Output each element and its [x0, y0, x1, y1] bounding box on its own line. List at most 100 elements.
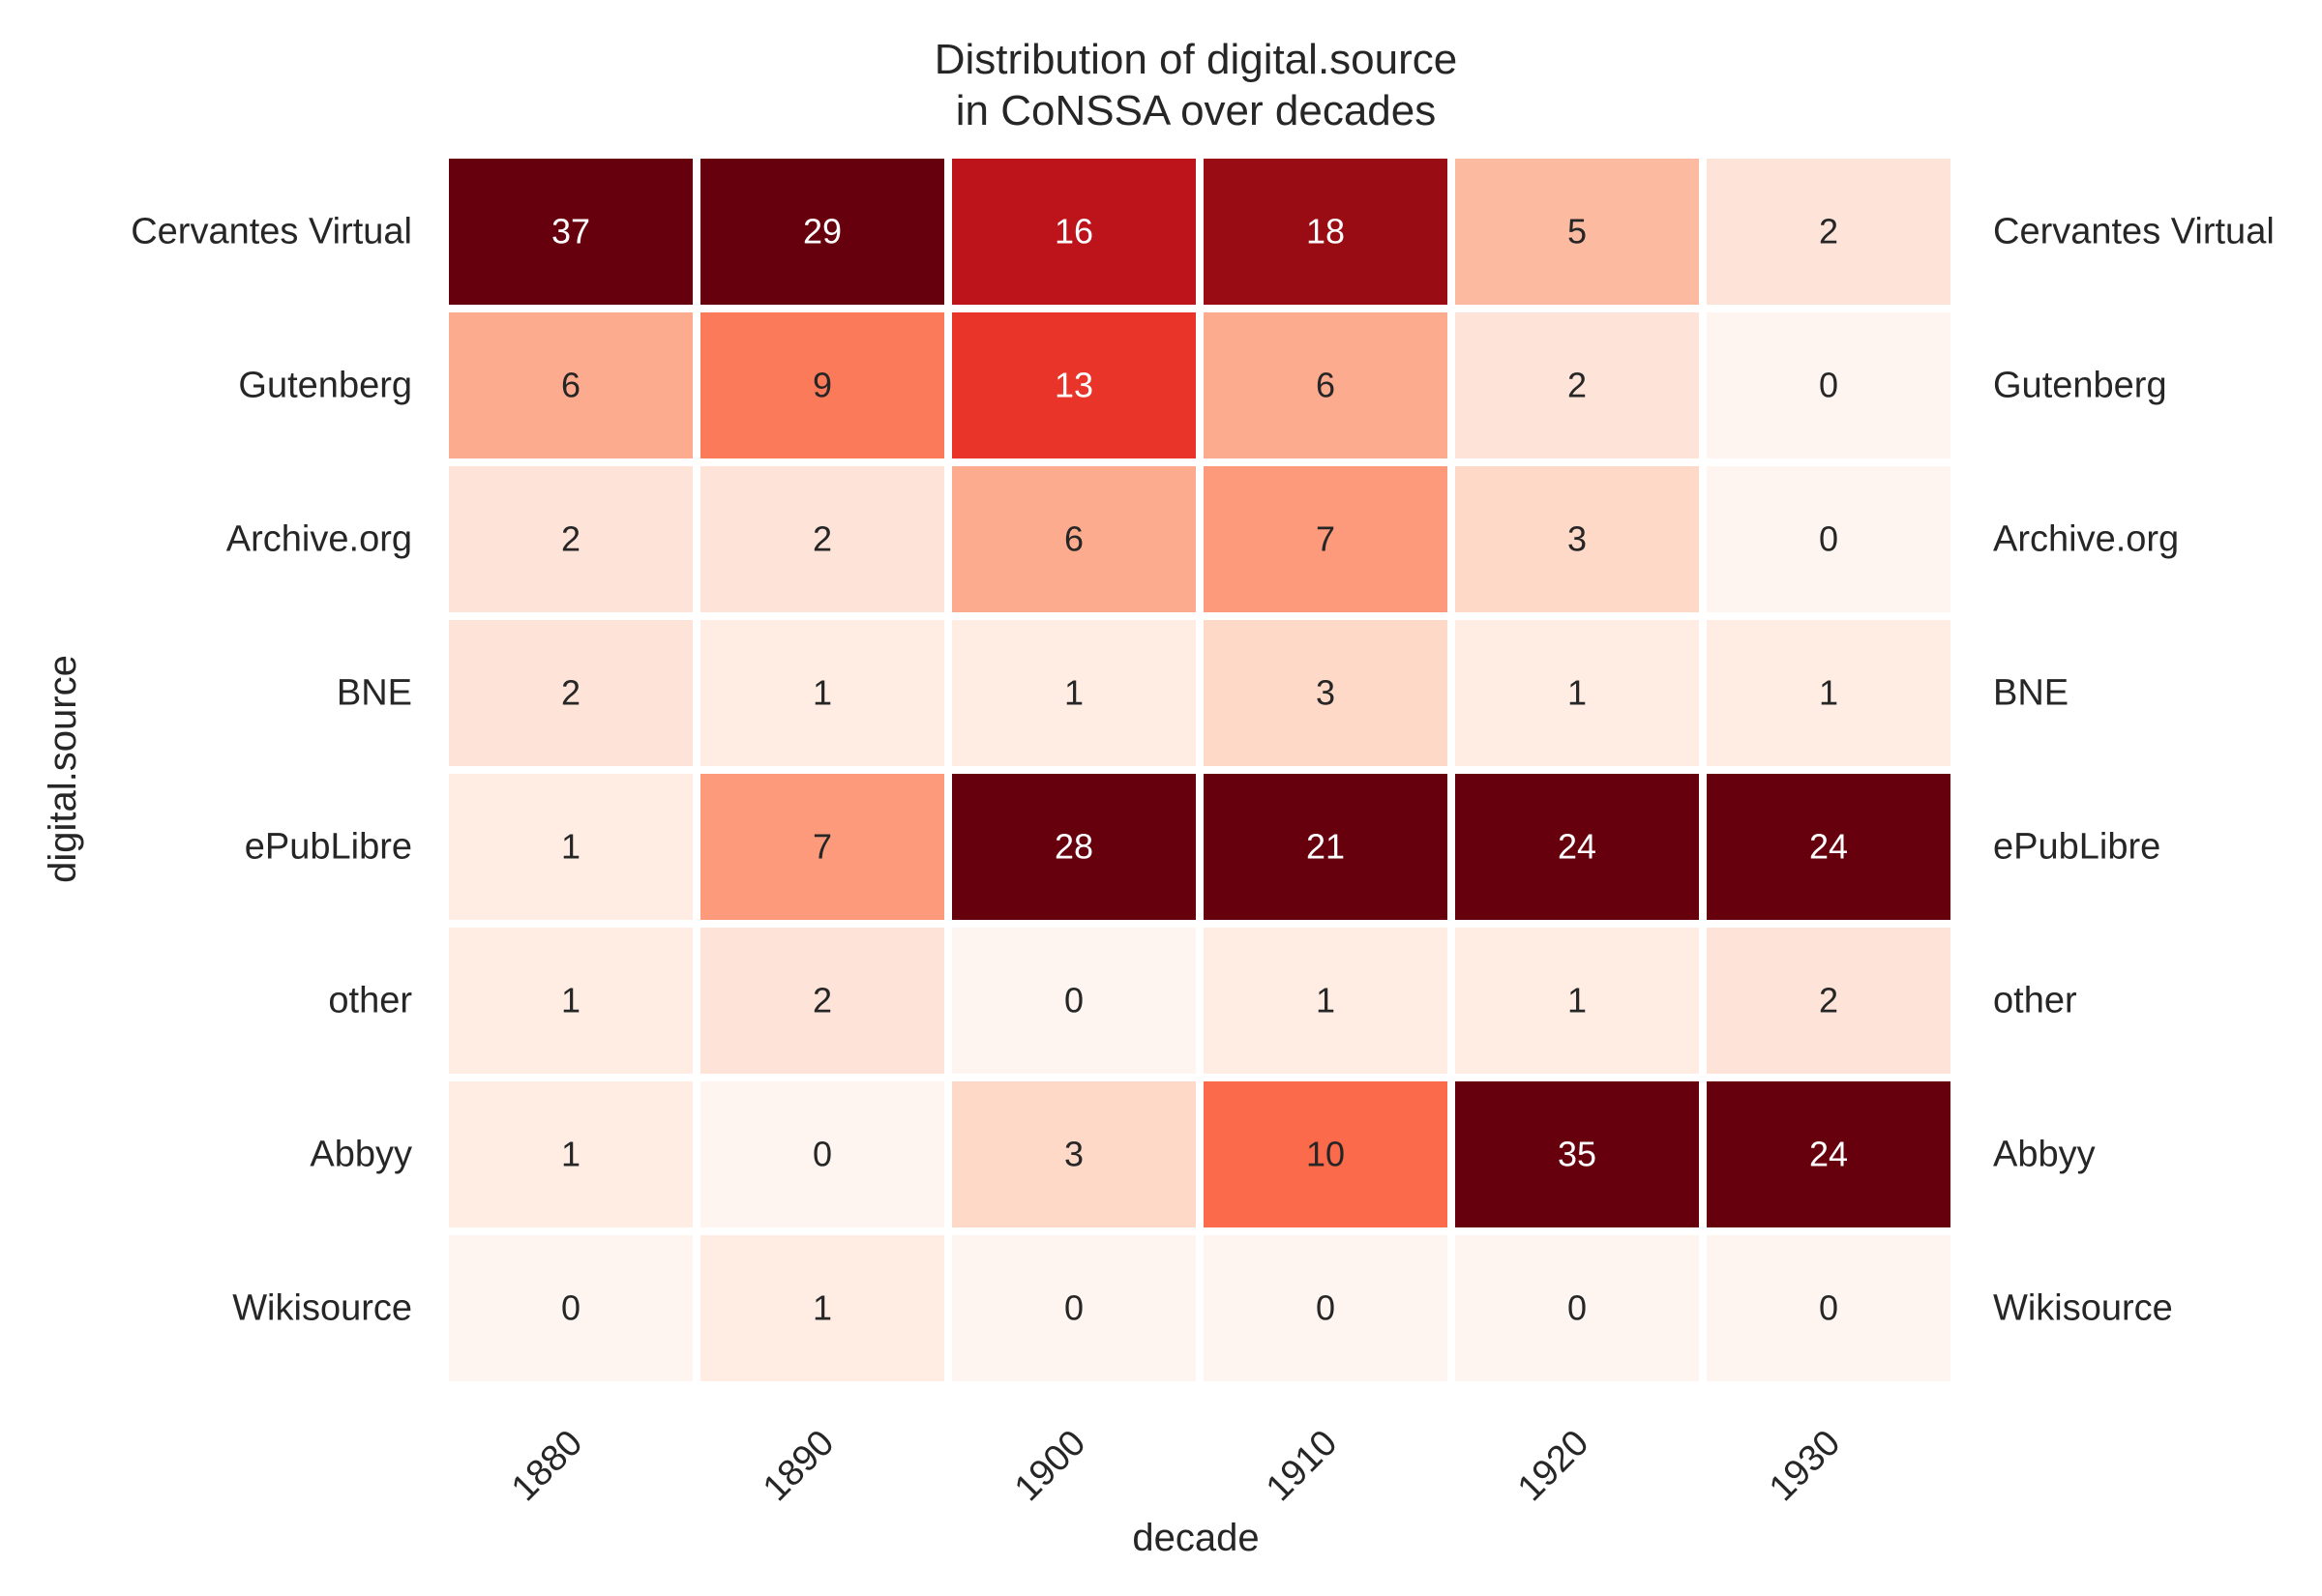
cell-value-label: 7 — [813, 827, 832, 867]
cell-value-label: 10 — [1306, 1135, 1345, 1174]
cell-value-label: 2 — [1819, 212, 1838, 251]
heatmap-cells: 37 29 16 18 5 26 9 13 6 2 02 2 6 7 3 02 1 1 3 1 11 7 28 21 24 241… — [441, 151, 1958, 1389]
x-tick-label: 1910 — [1259, 1423, 1345, 1509]
y-tick-label-right: Wikisource — [1993, 1288, 2173, 1329]
cell-value-label: 2 — [561, 519, 580, 559]
heatmap-cell — [1447, 1227, 1707, 1389]
x-tick-labels: 1880 1890 1900 1910 1920 1930 — [504, 1423, 1848, 1509]
y-tick-label-left: Wikisource — [232, 1288, 412, 1329]
y-tick-label-right: ePubLibre — [1993, 827, 2160, 868]
cell-value-label: 0 — [1064, 981, 1084, 1020]
heatmap-cell — [1196, 305, 1455, 466]
cell-value-label: 9 — [813, 366, 832, 405]
cell-value-label: 1 — [1064, 673, 1084, 713]
cell-value-label: 1 — [1567, 673, 1587, 713]
cell-value-label: 1 — [1316, 981, 1335, 1020]
right-y-tick-labels: Cervantes Virtual Gutenberg Archive.org BNE… — [1993, 212, 2275, 1329]
cell-value-label: 7 — [1316, 519, 1335, 559]
cell-value-label: 21 — [1306, 827, 1345, 867]
y-tick-label-left: Gutenberg — [238, 366, 412, 406]
cell-value-label: 1 — [561, 827, 580, 867]
cell-value-label: 2 — [561, 673, 580, 713]
x-tick-label: 1920 — [1510, 1423, 1596, 1509]
heatmap-cell — [1699, 920, 1958, 1081]
cell-value-label: 16 — [1055, 212, 1093, 251]
heatmap-cell — [1699, 305, 1958, 466]
x-tick-label: 1900 — [1007, 1423, 1093, 1509]
y-tick-label-right: Abbyy — [1993, 1135, 2096, 1175]
y-tick-label-right: Gutenberg — [1993, 366, 2167, 406]
cell-value-label: 3 — [1567, 519, 1587, 559]
cell-value-label: 2 — [1819, 981, 1838, 1020]
cell-value-label: 6 — [1316, 366, 1335, 405]
heatmap-cell — [944, 766, 1204, 928]
cell-value-label: 24 — [1558, 827, 1596, 867]
cell-value-label: 0 — [1819, 366, 1838, 405]
cell-value-label: 1 — [1819, 673, 1838, 713]
heatmap-cell — [1447, 766, 1707, 928]
chart-title-line1: Distribution of digital.source — [935, 36, 1457, 83]
cell-value-label: 1 — [813, 1288, 832, 1328]
heatmap-cell — [441, 920, 700, 1081]
heatmap-cell — [1699, 1227, 1958, 1389]
cell-value-label: 0 — [1819, 1288, 1838, 1328]
y-tick-label-right: Cervantes Virtual — [1993, 212, 2275, 252]
cell-value-label: 1 — [561, 981, 580, 1020]
y-axis-label: digital.source — [42, 655, 84, 883]
cell-value-label: 0 — [1567, 1288, 1587, 1328]
heatmap-cell — [1196, 612, 1455, 774]
heatmap-cell — [441, 1074, 700, 1235]
cell-value-label: 5 — [1567, 212, 1587, 251]
cell-value-label: 2 — [813, 981, 832, 1020]
cell-value-label: 1 — [813, 673, 832, 713]
cell-value-label: 2 — [1567, 366, 1587, 405]
cell-value-label: 24 — [1809, 1135, 1848, 1174]
x-axis-label: decade — [1132, 1517, 1259, 1559]
cell-value-label: 0 — [1819, 519, 1838, 559]
heatmap-cell — [693, 305, 952, 466]
cell-value-label: 37 — [551, 212, 590, 251]
heatmap-cell — [1699, 766, 1958, 928]
heatmap-cell — [1447, 612, 1707, 774]
cell-value-label: 0 — [1316, 1288, 1335, 1328]
cell-value-label: 1 — [561, 1135, 580, 1174]
heatmap-cell — [944, 612, 1204, 774]
y-tick-label-left: Archive.org — [226, 519, 412, 560]
heatmap-cell — [693, 612, 952, 774]
cell-value-label: 6 — [561, 366, 580, 405]
heatmap-cell — [1196, 458, 1455, 620]
y-tick-label-right: Archive.org — [1993, 519, 2179, 560]
cell-value-label: 3 — [1316, 673, 1335, 713]
cell-value-label: 29 — [803, 212, 842, 251]
heatmap-cell — [1699, 151, 1958, 312]
x-tick-label: 1880 — [504, 1423, 590, 1509]
cell-value-label: 0 — [813, 1135, 832, 1174]
y-tick-label-left: ePubLibre — [245, 827, 412, 868]
cell-value-label: 1 — [1567, 981, 1587, 1020]
heatmap-cell — [693, 458, 952, 620]
cell-value-label: 6 — [1064, 519, 1084, 559]
cell-value-label: 3 — [1064, 1135, 1084, 1174]
y-tick-label-left: BNE — [337, 673, 412, 714]
cell-value-label: 18 — [1306, 212, 1345, 251]
left-y-tick-labels: Cervantes Virtual Gutenberg Archive.org BNE… — [131, 212, 412, 1329]
heatmap-cell — [441, 612, 700, 774]
y-tick-label-left: Cervantes Virtual — [131, 212, 412, 252]
cell-value-label: 2 — [813, 519, 832, 559]
x-tick-label: 1890 — [756, 1423, 842, 1509]
cell-value-label: 0 — [561, 1288, 580, 1328]
cell-value-label: 0 — [1064, 1288, 1084, 1328]
chart-title-line2: in CoNSSA over decades — [956, 87, 1437, 134]
y-tick-label-left: other — [328, 981, 412, 1021]
y-tick-label-right: BNE — [1993, 673, 2069, 714]
x-tick-label: 1930 — [1762, 1423, 1848, 1509]
y-tick-label-right: other — [1993, 981, 2077, 1021]
heatmap-cell — [1699, 612, 1958, 774]
cell-value-label: 35 — [1558, 1135, 1596, 1174]
heatmap-cell — [1447, 458, 1707, 620]
cell-value-label: 24 — [1809, 827, 1848, 867]
cell-value-label: 13 — [1055, 366, 1093, 405]
heatmap-cell — [944, 1227, 1204, 1389]
heatmap-cell — [1196, 1227, 1455, 1389]
